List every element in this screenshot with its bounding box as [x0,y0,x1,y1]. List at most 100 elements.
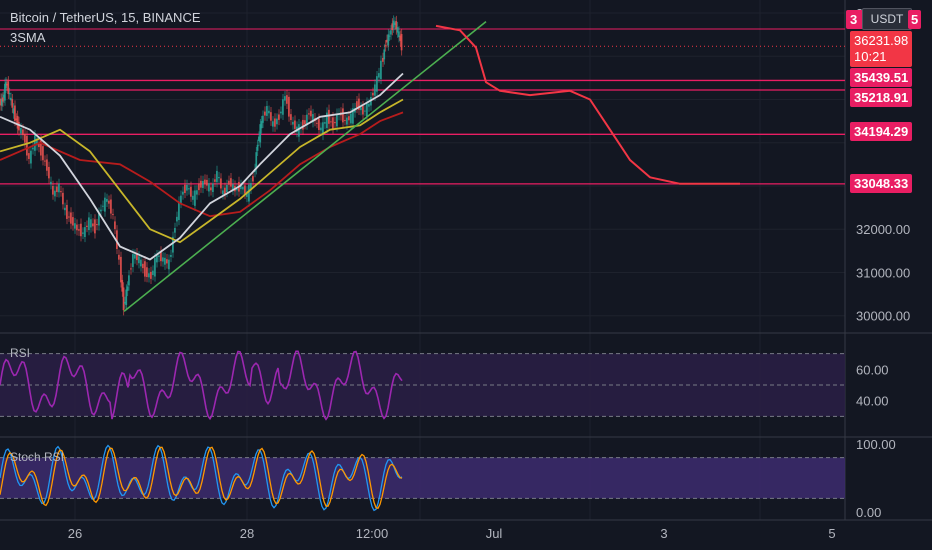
stoch-d-line [0,446,403,510]
candle-body [188,188,190,190]
candle-body [310,110,312,117]
candle-body [324,122,326,124]
candle-body [259,124,262,143]
candle-body [230,178,232,187]
candle-body [250,183,252,189]
candle-body [90,219,92,228]
candle-body [60,191,62,193]
candle-body [40,140,42,156]
candle-body [282,99,284,115]
candle-body [116,230,118,249]
candle-body [34,135,36,151]
sma-slow-line [0,111,404,218]
candle-body [4,83,6,101]
candle-body [82,232,84,234]
candle-body [162,257,164,262]
candle-body [274,118,276,127]
level-badge-3: 34194.29 [850,122,913,141]
candle-body [48,166,50,179]
stoch-tick-label: 0.00 [856,505,881,520]
candle-body [398,31,400,38]
candle-body [160,251,162,262]
candles [0,15,403,316]
stoch-band [0,457,845,499]
sma-mid-line [0,98,404,244]
candle-body [134,254,136,259]
candle-body [172,236,174,253]
candle-body [222,190,224,195]
rsi-tick-label: 60.00 [856,362,889,377]
candle-body [66,204,68,219]
candle-body [366,102,368,117]
candle-body [200,180,202,188]
candle-body [210,187,212,191]
candle-body [196,190,198,195]
candle-body [178,201,180,220]
price-tick-label: 32000.00 [856,222,910,237]
candle-body [244,185,246,194]
candle-body [1,98,3,106]
candle-body [304,120,306,125]
candle-body [5,82,7,88]
candle-body [186,184,188,191]
candle-body [166,259,168,264]
rsi-line [0,350,403,421]
candle-body [358,98,360,110]
candle-body [190,186,192,197]
currency-selector[interactable]: USDT [862,8,912,30]
candle-body [400,33,403,51]
candle-body [255,152,258,170]
candle-body [290,114,292,121]
candle-body [194,190,196,206]
candle-body [154,258,156,277]
top-price-badge: 3 [846,10,868,29]
candle-body [140,259,142,267]
candle-body [204,179,206,184]
candle-body [318,118,320,130]
candle-body [374,84,376,96]
candle-body [316,122,318,124]
candle-body [364,110,366,112]
candle-body [256,144,259,151]
candle-body [330,121,332,123]
candle-body [102,205,104,207]
symbol-title: Bitcoin / TetherUS, 15, BINANCE [10,10,201,25]
candle-body [10,97,12,101]
candle-body [220,178,222,189]
candle-body [391,23,394,31]
candle-body [68,216,70,218]
candle-body [156,255,158,263]
candle-body [88,217,90,231]
candle-body [214,179,216,182]
time-tick-label: 5 [828,526,835,541]
candle-body [334,121,336,124]
candle-body [54,190,56,197]
candle-body [58,183,60,193]
current-price-badge: 36231.98 10:21 [850,31,913,67]
candle-body [399,35,402,41]
candle-body [386,39,388,43]
candle-body [236,188,238,191]
candle-body [106,198,108,202]
candle-body [64,207,66,211]
candle-body [126,286,129,291]
candle-body [328,109,330,124]
candle-body [52,185,54,195]
candle-body [158,255,160,257]
projection-line [435,24,740,185]
candle-body [144,261,146,277]
candle-body [2,97,4,102]
price-tick-label: 31000.00 [856,265,910,280]
candle-body [36,138,38,146]
candle-body [7,81,10,94]
candle-body [394,22,396,26]
candle-body [74,223,76,229]
candle-body [280,111,282,114]
candle-body [20,128,22,134]
candle-body [387,34,390,46]
candle-body [152,270,154,276]
candle-body [30,150,32,164]
candle-body [62,192,64,205]
candle-body [132,254,134,267]
